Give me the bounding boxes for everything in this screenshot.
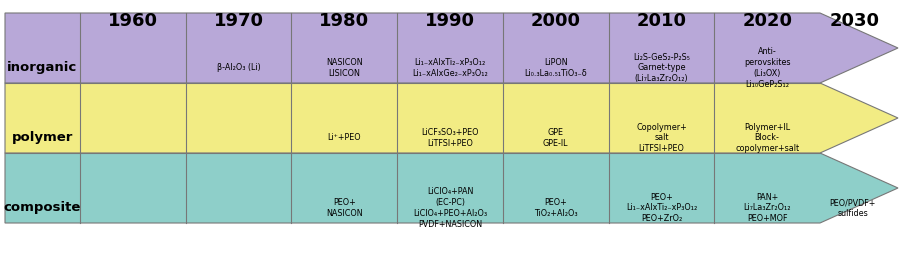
Text: 1980: 1980 [320,12,369,30]
Text: Li⁺+PEO: Li⁺+PEO [328,133,361,143]
Text: 2020: 2020 [742,12,792,30]
Text: β-Al₂O₃ (Li): β-Al₂O₃ (Li) [217,63,260,72]
Text: polymer: polymer [12,132,73,144]
Polygon shape [5,13,898,83]
Text: PEO/PVDF+
sulfides: PEO/PVDF+ sulfides [830,198,876,218]
Text: inorganic: inorganic [7,61,77,74]
Text: composite: composite [4,201,81,215]
Text: Polymer+IL
Block-
copolymer+salt: Polymer+IL Block- copolymer+salt [735,123,799,153]
Polygon shape [5,153,898,223]
Text: 1990: 1990 [425,12,475,30]
Text: 1960: 1960 [108,12,158,30]
Text: Copolymer+
salt
LiTFSI+PEO: Copolymer+ salt LiTFSI+PEO [636,123,687,153]
Text: GPE
GPE-IL: GPE GPE-IL [543,128,569,148]
Text: Li₂S-GeS₂-P₂S₅
Garnet-type
(Li₇La₃Zr₂O₁₂): Li₂S-GeS₂-P₂S₅ Garnet-type (Li₇La₃Zr₂O₁₂… [633,53,690,83]
Text: PAN+
Li₇La₃Zr₂O₁₂
PEO+MOF: PAN+ Li₇La₃Zr₂O₁₂ PEO+MOF [743,193,791,223]
Text: 2030: 2030 [830,12,880,30]
Polygon shape [5,83,898,153]
Text: Li₁₋xAlxTi₂₋xP₃O₁₂
Li₁₋xAlxGe₂₋xP₃O₁₂: Li₁₋xAlxTi₂₋xP₃O₁₂ Li₁₋xAlxGe₂₋xP₃O₁₂ [412,58,488,78]
Text: PEO+
NASICON: PEO+ NASICON [326,198,363,218]
Text: PEO+
TiO₂+Al₂O₃: PEO+ TiO₂+Al₂O₃ [534,198,578,218]
Text: LiClO₄+PAN
(EC-PC)
LiClO₄+PEO+Al₂O₃
PVDF+NASICON: LiClO₄+PAN (EC-PC) LiClO₄+PEO+Al₂O₃ PVDF… [413,187,487,229]
Text: 2000: 2000 [531,12,580,30]
Text: NASICON
LISICON: NASICON LISICON [326,58,363,78]
Text: LiPON
Li₀.₃La₀.₅₁TiO₃₋δ: LiPON Li₀.₃La₀.₅₁TiO₃₋δ [525,58,587,78]
Text: 2010: 2010 [636,12,687,30]
Text: Anti-
perovskites
(Li₃OX)
Li₁₀GeP₂S₁₂: Anti- perovskites (Li₃OX) Li₁₀GeP₂S₁₂ [744,47,790,89]
Text: LiCF₃SO₃+PEO
LiTFSI+PEO: LiCF₃SO₃+PEO LiTFSI+PEO [421,128,479,148]
Text: PEO+
Li₁₋xAlxTi₂₋xP₃O₁₂
PEO+ZrO₂: PEO+ Li₁₋xAlxTi₂₋xP₃O₁₂ PEO+ZrO₂ [626,193,698,223]
Text: 1970: 1970 [213,12,264,30]
